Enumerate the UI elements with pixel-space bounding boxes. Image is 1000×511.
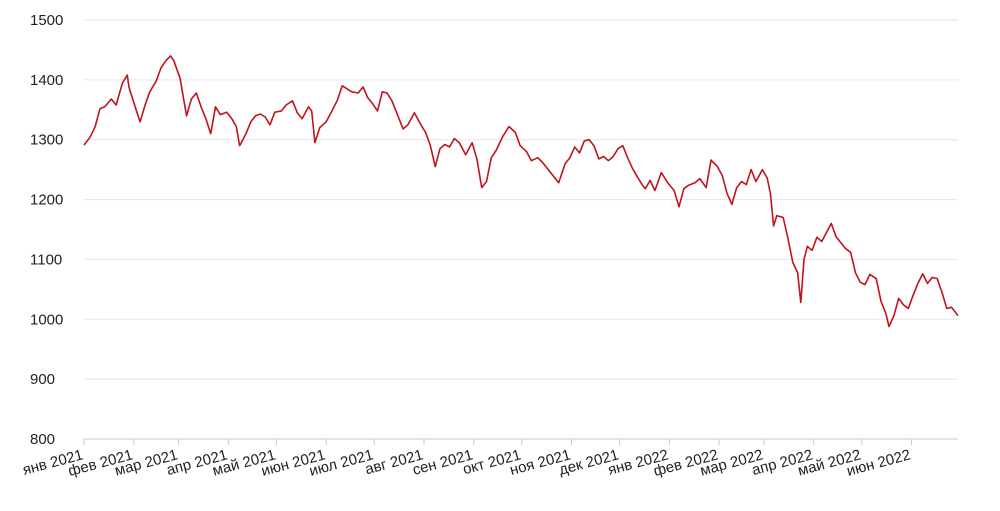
gridlines [84, 19, 958, 380]
series-layer [83, 55, 959, 328]
y-tick-label: 800 [30, 431, 55, 448]
y-tick-label: 1500 [30, 12, 63, 29]
series-line [83, 55, 959, 328]
y-tick-label: 900 [30, 371, 55, 388]
y-axis: 800 900 1000 1100 1200 1300 1400 1500 [30, 12, 63, 448]
y-tick-label: 1300 [30, 132, 63, 149]
y-tick-label: 1100 [30, 251, 62, 268]
y-tick-label: 1000 [30, 311, 63, 328]
y-tick-label: 1200 [30, 192, 63, 209]
y-tick-label: 1400 [30, 72, 63, 89]
